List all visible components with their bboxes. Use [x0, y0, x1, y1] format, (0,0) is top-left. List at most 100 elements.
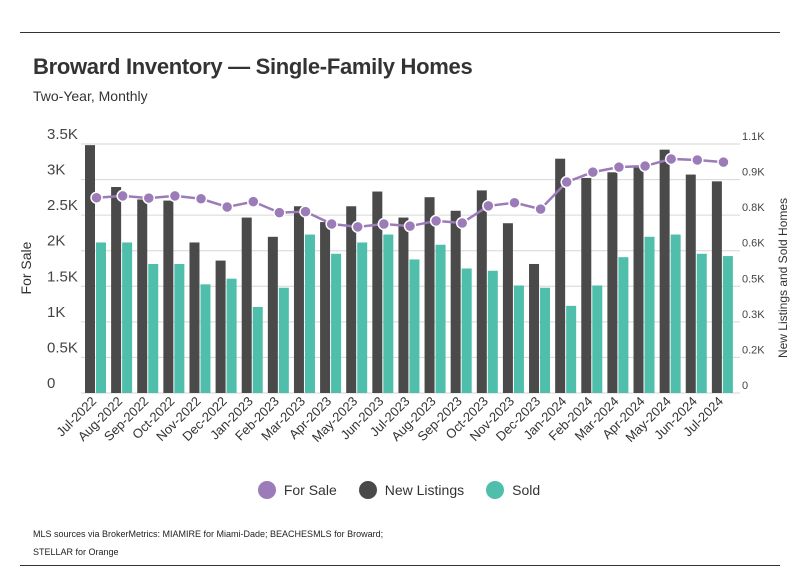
bar-sold — [566, 305, 577, 393]
y-tick-label-right: 1.1K — [742, 131, 765, 143]
point-for-sale — [142, 191, 156, 205]
bar-sold — [96, 242, 106, 393]
y-tick-label-left: 2.5K — [47, 197, 78, 214]
point-for-sale — [455, 216, 469, 230]
bar-sold — [461, 268, 472, 393]
bar-new-listings — [529, 263, 540, 393]
legend-label: New Listings — [384, 482, 465, 498]
bar-sold — [331, 253, 342, 393]
bar-new-listings — [555, 158, 566, 393]
legend-label: For Sale — [283, 482, 337, 498]
bar-sold — [122, 242, 133, 393]
point-for-sale — [325, 217, 338, 231]
point-for-sale — [194, 192, 208, 206]
bar-sold — [696, 253, 707, 393]
bar-sold — [487, 270, 498, 393]
bar-sold — [383, 234, 394, 393]
point-for-sale — [273, 206, 286, 219]
bar-new-listings — [215, 260, 226, 393]
point-for-sale — [247, 195, 260, 208]
bar-new-listings — [346, 206, 357, 393]
point-for-sale — [90, 191, 103, 204]
point-for-sale — [168, 189, 182, 203]
point-for-sale — [377, 217, 391, 231]
bar-new-listings — [241, 217, 252, 393]
y-tick-label-left: 3.5K — [47, 126, 78, 143]
bar-sold — [722, 256, 733, 393]
bar-new-listings — [659, 149, 670, 393]
bar-new-listings — [633, 166, 644, 393]
bar-new-listings — [85, 145, 95, 393]
bar-new-listings — [189, 242, 200, 393]
bar-new-listings — [320, 222, 331, 393]
y-tick-label-right: 0.2K — [742, 344, 765, 356]
point-for-sale — [586, 165, 600, 179]
bar-sold — [592, 285, 603, 393]
y-axis-title-left: For Sale — [18, 241, 34, 294]
y-tick-label-right: 0.3K — [742, 309, 765, 321]
point-for-sale — [560, 175, 573, 189]
legend-item-new-listings[interactable]: New Listings — [358, 481, 465, 499]
point-for-sale — [429, 214, 443, 228]
point-for-sale — [116, 189, 129, 203]
bar-new-listings — [476, 190, 487, 393]
bottom-rule — [20, 565, 780, 566]
point-for-sale — [220, 200, 234, 214]
y-tick-label-right: 0 — [742, 380, 748, 392]
line-for-sale — [96, 157, 724, 229]
bar-new-listings — [502, 223, 513, 393]
bar-new-listings — [607, 172, 618, 393]
y-tick-label-left: 2K — [47, 233, 65, 250]
bar-sold — [644, 236, 655, 393]
top-rule — [20, 32, 780, 33]
bar-sold — [435, 244, 446, 393]
point-for-sale — [299, 205, 312, 218]
bar-new-listings — [711, 181, 722, 393]
bar-new-listings — [450, 210, 461, 393]
y-tick-label-right: 0.9K — [742, 167, 765, 179]
y-axis-title-right: New Listings and Sold Homes — [776, 198, 790, 358]
point-for-sale — [717, 155, 730, 169]
bar-sold — [304, 234, 315, 393]
legend-swatch-new-listings — [358, 481, 377, 499]
point-for-sale — [691, 153, 704, 167]
bar-sold — [670, 234, 681, 393]
legend-item-for-sale[interactable]: For Sale — [257, 481, 337, 499]
bar-sold — [278, 287, 289, 393]
y-tick-label-left: 0.5K — [47, 339, 78, 356]
point-for-sale — [612, 160, 626, 174]
y-tick-label-right: 0.8K — [742, 202, 765, 214]
chart-plot: 0 0 0.5K 0.2K 1K 0.3K 1.5K 0.5K 2K 0.6K 2.5K 0.8K 3K… — [18, 126, 790, 445]
bar-sold — [148, 263, 159, 393]
y-tick-label-left: 0 — [47, 375, 55, 392]
point-for-sale — [482, 199, 495, 213]
bar-sold — [357, 242, 368, 393]
bar-sold — [200, 284, 211, 393]
bar-new-listings — [293, 206, 304, 393]
bar-sold — [174, 263, 185, 393]
y-tick-label-left: 3K — [47, 162, 65, 179]
legend-item-sold[interactable]: Sold — [486, 481, 540, 499]
point-for-sale — [664, 152, 678, 166]
point-for-sale — [351, 220, 365, 234]
y-tick-label-right: 0.5K — [742, 273, 765, 285]
bar-new-listings — [137, 199, 148, 393]
bar-sold — [513, 285, 524, 393]
bar-new-listings — [581, 177, 592, 393]
bar-new-listings — [372, 191, 383, 393]
point-for-sale — [403, 219, 417, 233]
bar-sold — [409, 259, 420, 393]
bar-new-listings — [111, 187, 122, 393]
y-tick-label-left: 1.5K — [47, 268, 78, 285]
legend-label: Sold — [512, 482, 541, 498]
point-for-sale — [508, 196, 521, 209]
bar-sold — [226, 278, 237, 393]
point-for-sale — [534, 202, 547, 216]
legend: For Sale New Listings Sold — [0, 481, 798, 499]
chart-title: Broward Inventory — Single-Family Homes — [33, 54, 473, 79]
legend-swatch-for-sale — [257, 481, 276, 499]
y-tick-label-right: 0.6K — [742, 238, 765, 250]
legend-swatch-sold — [486, 481, 505, 499]
bar-sold — [252, 306, 263, 393]
